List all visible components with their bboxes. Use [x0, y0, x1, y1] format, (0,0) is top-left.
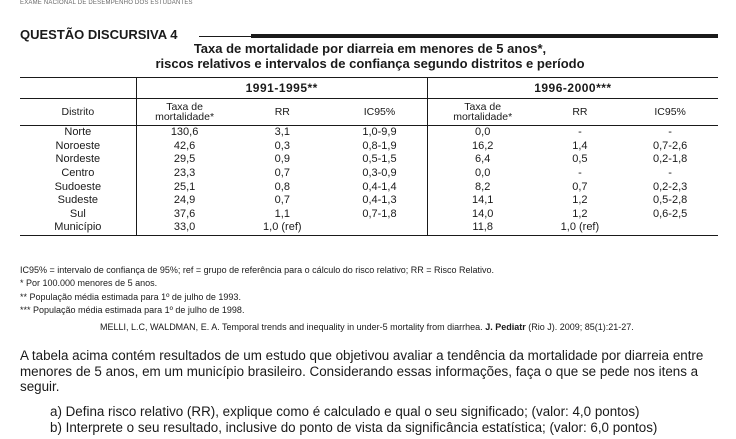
period-blank-cell — [20, 77, 137, 99]
header-ic-1: IC95% — [332, 98, 428, 126]
question-paragraph: A tabela acima contém resultados de um e… — [20, 348, 704, 394]
cell-distrito: Norte — [20, 125, 137, 140]
cell-ic-2: - — [668, 167, 672, 180]
mortality-table: 1991-1995** 1996-2000*** Distrito Taxa d… — [20, 77, 718, 236]
header-taxa-1: Taxa de mortalidade* — [136, 98, 233, 126]
table-row: Nordeste 29,5 0,9 0,5-1,5 6,4 0,5 0,2-1,… — [20, 153, 718, 167]
cell-ic-2: - — [668, 126, 672, 139]
cell-taxa-1: 37,6 — [173, 207, 196, 220]
cell-taxa-1: 29,5 — [173, 153, 196, 166]
period-1991-1995: 1991-1995** — [136, 77, 428, 99]
exam-header-line: EXAME NACIONAL DE DESEMPENHO DOS ESTUDAN… — [20, 0, 193, 6]
cell-rr-2: - — [578, 126, 582, 139]
header-rr-1: RR — [232, 98, 333, 126]
cell-taxa-1: 25,1 — [173, 180, 196, 193]
table-row: Noroeste 42,6 0,3 0,8-1,9 16,2 1,4 0,7-2… — [20, 139, 718, 154]
cell-rr-1: 0,7 — [274, 167, 290, 180]
cell-rr-2: 0,5 — [572, 153, 588, 166]
cell-taxa-2: 8,2 — [475, 180, 491, 193]
cell-taxa-1: 23,3 — [173, 167, 196, 180]
title-rule-thick — [251, 34, 718, 38]
period-1996-2000: 1996-2000*** — [427, 77, 718, 99]
cell-ic-1: 1,0-9,9 — [332, 125, 428, 140]
cell-taxa-1: 42,6 — [173, 139, 196, 152]
cell-ic-1: 0,5-1,5 — [332, 153, 428, 167]
note-1: * Por 100.000 menores de 5 anos. — [20, 278, 158, 289]
cell-taxa-1: 130,6 — [170, 126, 199, 139]
cell-rr-2: 1,2 — [572, 207, 588, 220]
cell-rr-1: 0,3 — [274, 139, 290, 152]
header-taxa-1-line1: Taxa de — [166, 101, 203, 113]
column-header-row: Distrito Taxa de mortalidade* RR IC95% Ta… — [20, 98, 718, 126]
header-taxa-1-line2: mortalidade* — [155, 111, 215, 123]
cell-ic-1: 0,3-0,9 — [332, 166, 428, 181]
cell-distrito: Sul — [20, 207, 137, 222]
cell-rr-1: 3,1 — [274, 126, 290, 139]
cell-ic-1: 0,8-1,9 — [332, 139, 428, 154]
table-row: Sul 37,6 1,1 0,7-1,8 14,0 1,2 0,6-2,5 — [20, 207, 718, 222]
cell-ic-1: 0,7-1,8 — [332, 207, 428, 222]
cell-ic-2 — [622, 221, 718, 236]
header-distrito: Distrito — [20, 98, 137, 126]
cell-taxa-1: 24,9 — [173, 194, 196, 207]
note-legend: IC95% = intervalo de confiança de 95%; r… — [20, 265, 495, 275]
cell-rr-2: 0,7 — [572, 180, 588, 193]
table-notes: IC95% = intervalo de confiança de 95%; r… — [20, 264, 494, 318]
question-title: QUESTÃO DISCURSIVA 4 — [20, 27, 178, 42]
cell-rr-1: 1,1 — [274, 207, 290, 220]
cell-taxa-2: 6,4 — [475, 153, 491, 166]
cell-rr-1: 0,9 — [274, 153, 290, 166]
note-2: ** População média estimada para 1º de j… — [20, 291, 241, 302]
cell-distrito: Nordeste — [20, 153, 137, 167]
citation-authors: MELLI, L.C, WALDMAN, E. A. Temporal tren… — [100, 322, 483, 332]
table-title-line1: Taxa de mortalidade por diarreia em meno… — [193, 41, 547, 56]
header-taxa-2-line2: mortalidade* — [453, 111, 513, 123]
period-header-row: 1991-1995** 1996-2000*** — [20, 77, 718, 99]
cell-ic-2: 0,2-1,8 — [653, 153, 688, 166]
cell-ic-2: 0,7-2,6 — [653, 139, 688, 152]
cell-rr-1: 0,8 — [274, 180, 290, 193]
cell-ic-1 — [332, 221, 428, 236]
table-row: Sudoeste 25,1 0,8 0,4-1,4 8,2 0,7 0,2-2,… — [20, 180, 718, 194]
cell-rr-1: 1,0 (ref) — [232, 221, 333, 236]
table-row: Centro 23,3 0,7 0,3-0,9 0,0 - - — [20, 166, 718, 181]
header-taxa-2: Taxa de mortalidade* — [427, 98, 538, 126]
cell-distrito: Município — [20, 221, 137, 236]
cell-rr-2: - — [578, 167, 582, 180]
cell-taxa-2: 11,8 — [427, 221, 538, 236]
table-row: Norte 130,6 3,1 1,0-9,9 0,0 - - — [20, 125, 718, 140]
cell-rr-2: 1,4 — [572, 139, 588, 152]
cell-distrito: Sudeste — [20, 193, 137, 208]
citation-tail: (Rio J). 2009; 85(1):21-27. — [528, 322, 634, 332]
cell-ic-2: 0,5-2,8 — [653, 194, 688, 207]
table-title-line2: riscos relativos e intervalos de confian… — [155, 56, 585, 71]
cell-taxa-2: 16,2 — [471, 139, 494, 152]
cell-distrito: Noroeste — [20, 139, 137, 154]
citation: MELLI, L.C, WALDMAN, E. A. Temporal tren… — [100, 322, 634, 332]
title-rule-thin — [199, 36, 251, 37]
cell-ic-1: 0,4-1,4 — [332, 180, 428, 194]
cell-taxa-1: 33,0 — [136, 221, 233, 236]
header-ic-2: IC95% — [622, 98, 718, 126]
citation-journal: J. Pediatr — [485, 322, 526, 332]
cell-taxa-2: 14,1 — [471, 194, 494, 207]
municipio-row: Município 33,0 1,0 (ref) 11,8 1,0 (ref) — [20, 221, 718, 236]
note-3: *** População média estimada para 1º de … — [20, 305, 245, 316]
cell-rr-1: 0,7 — [274, 194, 290, 207]
cell-ic-2: 0,2-2,3 — [653, 180, 688, 193]
header-taxa-2-line1: Taxa de — [464, 101, 502, 113]
table-row: Sudeste 24,9 0,7 0,4-1,3 14,1 1,2 0,5-2,… — [20, 193, 718, 208]
cell-ic-2: 0,6-2,5 — [653, 207, 688, 220]
cell-ic-1: 0,4-1,3 — [332, 193, 428, 208]
header-rr-2: RR — [537, 98, 623, 126]
cell-taxa-2: 0,0 — [475, 126, 491, 139]
cell-distrito: Sudoeste — [20, 180, 137, 194]
item-a: a) Defina risco relativo (RR), explique … — [50, 404, 640, 419]
cell-rr-2: 1,0 (ref) — [537, 221, 623, 236]
cell-taxa-2: 14,0 — [471, 207, 494, 220]
cell-rr-2: 1,2 — [572, 194, 588, 207]
item-b: b) Interprete o seu resultado, inclusive… — [50, 420, 658, 435]
cell-distrito: Centro — [20, 166, 137, 181]
cell-taxa-2: 0,0 — [475, 167, 491, 180]
